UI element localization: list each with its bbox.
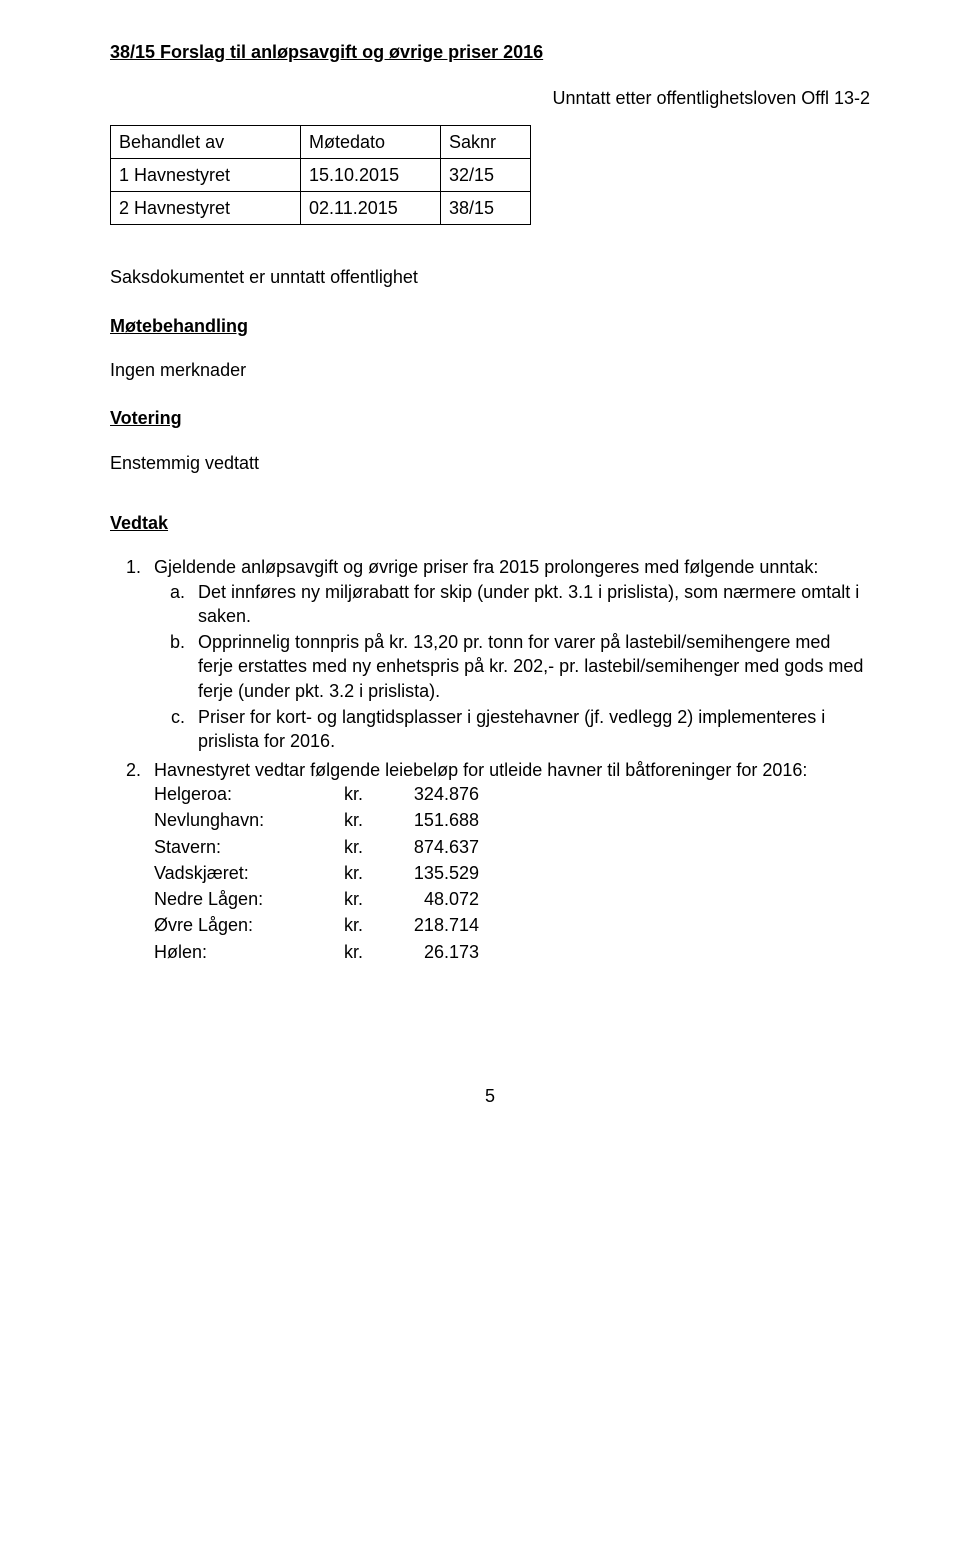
price-row: Øvre Lågen:kr.218.714	[154, 913, 870, 937]
exemption-note: Unntatt etter offentlighetsloven Offl 13…	[110, 86, 870, 110]
sub-item: Priser for kort- og langtidsplasser i gj…	[190, 705, 870, 754]
price-value: 324.876	[379, 782, 479, 806]
cell: 15.10.2015	[301, 158, 441, 191]
price-label: Helgeroa:	[154, 782, 344, 806]
price-row: Nedre Lågen:kr.48.072	[154, 887, 870, 911]
votering-body: Enstemmig vedtatt	[110, 451, 870, 475]
price-currency: kr.	[344, 835, 379, 859]
price-label: Vadskjæret:	[154, 861, 344, 885]
price-currency: kr.	[344, 782, 379, 806]
list-item: Havnestyret vedtar følgende leiebeløp fo…	[146, 758, 870, 964]
list-item-text: Gjeldende anløpsavgift og øvrige priser …	[154, 557, 818, 577]
sub-list: Det innføres ny miljørabatt for skip (un…	[154, 580, 870, 754]
cell: 2 Havnestyret	[111, 192, 301, 225]
price-value: 218.714	[379, 913, 479, 937]
vedtak-heading: Vedtak	[110, 511, 870, 535]
cell: 1 Havnestyret	[111, 158, 301, 191]
price-currency: kr.	[344, 808, 379, 832]
price-row: Hølen:kr.26.173	[154, 940, 870, 964]
cell: 32/15	[441, 158, 531, 191]
vedtak-list: Gjeldende anløpsavgift og øvrige priser …	[110, 555, 870, 964]
price-row: Helgeroa:kr.324.876	[154, 782, 870, 806]
price-value: 151.688	[379, 808, 479, 832]
page-number: 5	[110, 1084, 870, 1108]
sub-item: Det innføres ny miljørabatt for skip (un…	[190, 580, 870, 629]
header-cell: Saknr	[441, 125, 531, 158]
price-currency: kr.	[344, 887, 379, 911]
price-currency: kr.	[344, 940, 379, 964]
header-cell: Behandlet av	[111, 125, 301, 158]
doc-title: 38/15 Forslag til anløpsavgift og øvrige…	[110, 40, 870, 64]
table-header-row: Behandlet av Møtedato Saknr	[111, 125, 531, 158]
cell: 02.11.2015	[301, 192, 441, 225]
price-label: Hølen:	[154, 940, 344, 964]
table-row: 1 Havnestyret 15.10.2015 32/15	[111, 158, 531, 191]
list-item-text: Havnestyret vedtar følgende leiebeløp fo…	[154, 760, 807, 780]
price-value: 48.072	[379, 887, 479, 911]
meeting-table: Behandlet av Møtedato Saknr 1 Havnestyre…	[110, 125, 531, 226]
motebehandling-heading: Møtebehandling	[110, 314, 870, 338]
list-item: Gjeldende anløpsavgift og øvrige priser …	[146, 555, 870, 753]
price-row: Vadskjæret:kr.135.529	[154, 861, 870, 885]
price-row: Nevlunghavn:kr.151.688	[154, 808, 870, 832]
price-label: Nedre Lågen:	[154, 887, 344, 911]
price-row: Stavern:kr.874.637	[154, 835, 870, 859]
price-value: 135.529	[379, 861, 479, 885]
doc-note: Saksdokumentet er unntatt offentlighet	[110, 265, 870, 289]
price-label: Nevlunghavn:	[154, 808, 344, 832]
price-currency: kr.	[344, 913, 379, 937]
price-currency: kr.	[344, 861, 379, 885]
votering-heading: Votering	[110, 406, 870, 430]
sub-item: Opprinnelig tonnpris på kr. 13,20 pr. to…	[190, 630, 870, 703]
table-row: 2 Havnestyret 02.11.2015 38/15	[111, 192, 531, 225]
price-value: 26.173	[379, 940, 479, 964]
price-block: Helgeroa:kr.324.876Nevlunghavn:kr.151.68…	[154, 782, 870, 964]
price-value: 874.637	[379, 835, 479, 859]
cell: 38/15	[441, 192, 531, 225]
price-label: Øvre Lågen:	[154, 913, 344, 937]
header-cell: Møtedato	[301, 125, 441, 158]
price-label: Stavern:	[154, 835, 344, 859]
motebehandling-body: Ingen merknader	[110, 358, 870, 382]
